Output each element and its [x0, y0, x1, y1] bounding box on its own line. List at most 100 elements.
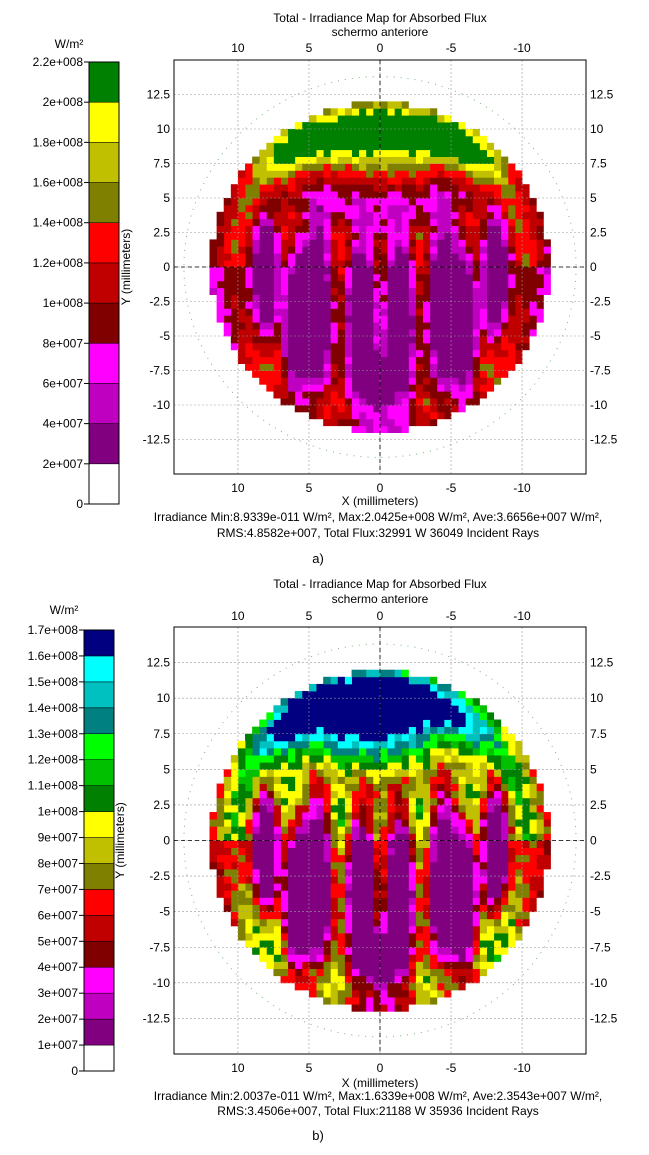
heatmap-cell — [429, 833, 438, 841]
heatmap-cell — [294, 755, 303, 763]
heatmap-cell — [351, 142, 360, 151]
heatmap-cell — [514, 315, 523, 323]
heatmap-cell — [308, 940, 317, 948]
heatmap-cell — [443, 812, 452, 820]
heatmap-cell — [394, 762, 402, 770]
heatmap-cell — [245, 246, 253, 254]
heatmap-cell — [436, 804, 445, 813]
heatmap-cell — [443, 322, 452, 330]
heatmap-cell — [230, 833, 239, 841]
heatmap-cell — [465, 135, 473, 144]
heatmap-cell — [472, 797, 480, 806]
heatmap-cell — [465, 833, 473, 841]
figure-caption: b) — [312, 1128, 324, 1143]
heatmap-cell — [294, 232, 303, 240]
heatmap-cell — [351, 398, 360, 406]
heatmap-cell — [294, 833, 303, 841]
heatmap-cell — [443, 769, 452, 777]
heatmap-cell — [259, 819, 267, 827]
heatmap-cell — [486, 336, 495, 344]
heatmap-cell — [507, 911, 516, 920]
heatmap-cell — [514, 840, 523, 849]
heatmap-cell — [323, 315, 331, 323]
colorbar-swatch — [88, 463, 120, 505]
heatmap-cell — [394, 108, 402, 116]
heatmap-cell — [330, 384, 338, 392]
heatmap-cell — [415, 184, 424, 192]
heatmap-cell — [330, 287, 338, 295]
heatmap-cell — [266, 769, 274, 777]
heatmap-cell — [316, 726, 324, 735]
heatmap-cell — [507, 267, 516, 275]
heatmap-cell — [308, 253, 317, 261]
colorbar-tick-label: 1.6e+008 — [28, 649, 79, 663]
heatmap-cell — [472, 308, 480, 316]
heatmap-cell — [436, 961, 445, 969]
heatmap-cell — [401, 391, 409, 399]
heatmap-cell — [465, 755, 473, 763]
heatmap-cell — [493, 273, 502, 282]
heatmap-cell — [387, 129, 395, 137]
heatmap-cell — [372, 356, 381, 364]
heatmap-cell — [351, 225, 360, 233]
heatmap-cell — [294, 762, 303, 770]
heatmap-cell — [330, 790, 338, 799]
heatmap-cell — [280, 218, 289, 226]
heatmap-cell — [486, 812, 495, 820]
heatmap-cell — [436, 135, 445, 144]
x-tick-label-bottom: -10 — [513, 481, 531, 495]
heatmap-cell — [408, 854, 416, 863]
heatmap-cell — [415, 783, 424, 792]
heatmap-cell — [408, 135, 416, 144]
heatmap-cell — [337, 156, 345, 164]
heatmap-cell — [323, 218, 331, 226]
heatmap-cell — [451, 177, 459, 185]
heatmap-cell — [529, 797, 537, 806]
heatmap-cell — [344, 890, 352, 898]
heatmap-cell — [358, 280, 367, 289]
heatmap-cell — [301, 691, 310, 699]
heatmap-cell — [323, 847, 331, 856]
heatmap-cell — [301, 204, 310, 213]
heatmap-cell — [486, 762, 495, 770]
heatmap-cell — [337, 854, 345, 863]
heatmap-cell — [216, 826, 225, 834]
heatmap-cell — [351, 954, 360, 962]
heatmap-cell — [259, 315, 267, 323]
heatmap-cell — [486, 342, 495, 351]
heatmap-cell — [259, 776, 267, 784]
heatmap-cell — [245, 253, 253, 261]
heatmap-cell — [252, 726, 260, 735]
heatmap-cell — [323, 384, 331, 392]
heatmap-cell — [493, 762, 502, 770]
heatmap-cell — [223, 783, 232, 792]
heatmap-cell — [486, 819, 495, 827]
heatmap-cell — [500, 819, 509, 827]
heatmap-cell — [443, 115, 452, 123]
x-tick-label-bottom: -5 — [446, 1061, 457, 1075]
heatmap-cell — [259, 204, 267, 213]
heatmap-cell — [522, 762, 530, 770]
heatmap-cell — [401, 363, 409, 371]
heatmap-cell — [429, 370, 438, 378]
heatmap-cell — [507, 315, 516, 323]
heatmap-cell — [436, 719, 445, 728]
y-tick-label-right: -5 — [590, 329, 601, 343]
heatmap-cell — [351, 163, 360, 171]
heatmap-cell — [493, 876, 502, 884]
heatmap-cell — [507, 163, 516, 171]
heatmap-cell — [344, 840, 352, 849]
heatmap-cell — [344, 287, 352, 295]
heatmap-cell — [429, 170, 438, 178]
heatmap-cell — [472, 246, 480, 254]
heatmap-cell — [372, 961, 381, 969]
heatmap-cell — [308, 301, 317, 309]
heatmap-cell — [323, 769, 331, 777]
heatmap-cell — [337, 997, 345, 1005]
heatmap-cell — [429, 989, 438, 998]
heatmap-cell — [479, 294, 487, 302]
heatmap-cell — [372, 918, 381, 927]
heatmap-cell — [507, 246, 516, 254]
heatmap-cell — [337, 115, 345, 123]
heatmap-cell — [422, 405, 431, 413]
